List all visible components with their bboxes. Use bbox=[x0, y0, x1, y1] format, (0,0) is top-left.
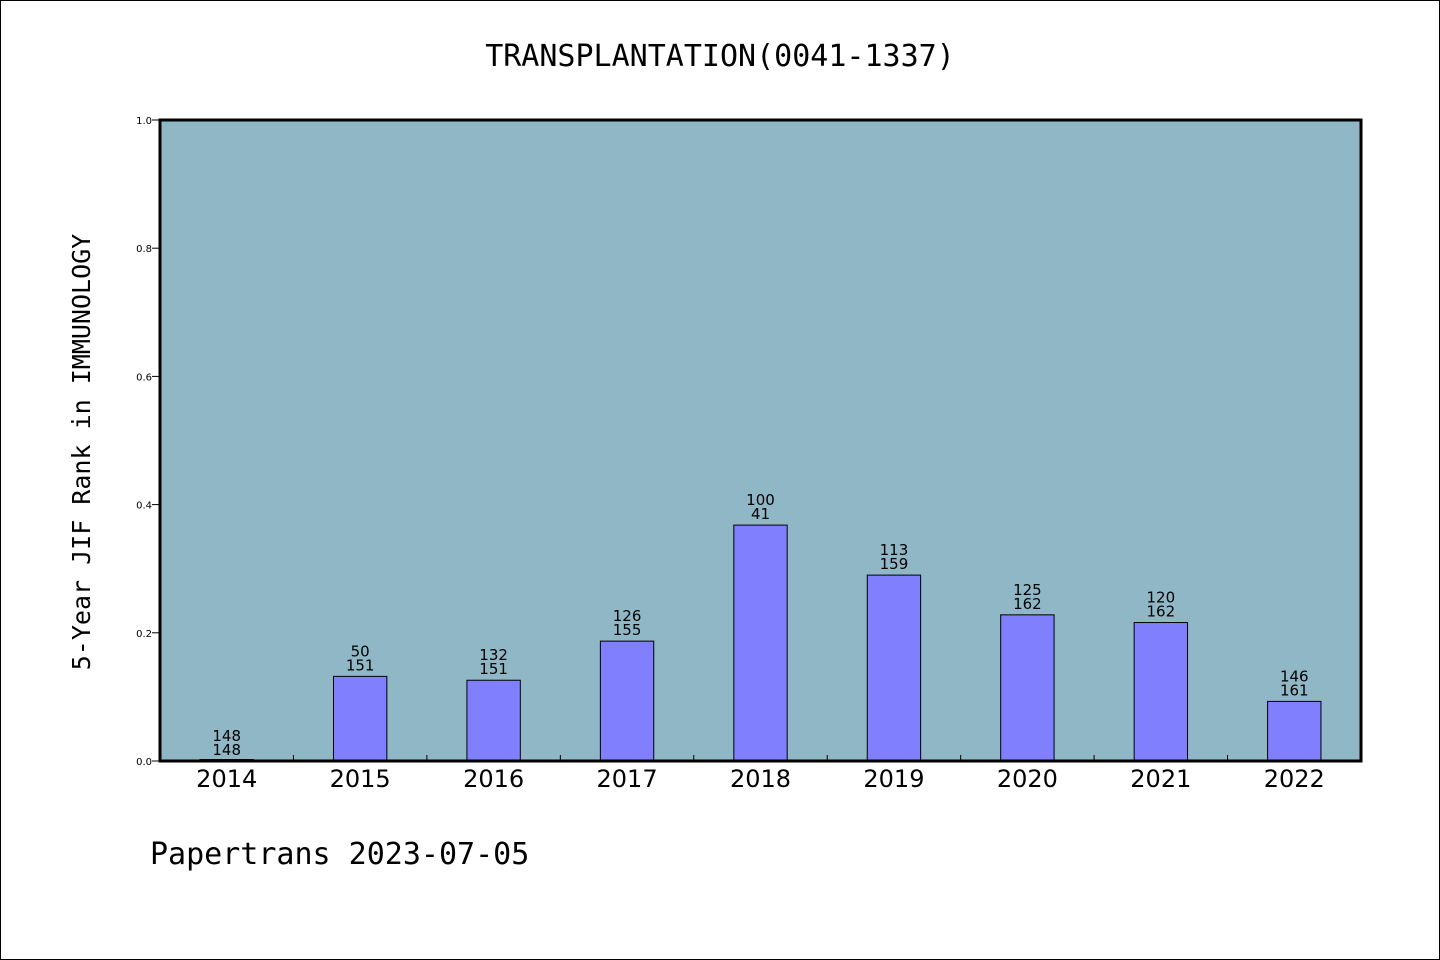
data-label-top: 132 bbox=[479, 646, 508, 664]
data-label-bottom: 162 bbox=[1013, 595, 1042, 613]
x-tick-label: 2020 bbox=[997, 765, 1058, 793]
bar-2016 bbox=[466, 679, 521, 762]
x-tick-label: 2018 bbox=[730, 765, 791, 793]
bar-2017 bbox=[599, 640, 655, 762]
bar-2019 bbox=[866, 574, 922, 762]
y-tick-label: 0.8 bbox=[136, 244, 152, 255]
data-label-bottom: 159 bbox=[880, 555, 909, 573]
y-axis: 0.0 0.2 0.4 0.6 0.8 1.0 bbox=[136, 116, 160, 768]
footer-text: Papertrans 2023-07-05 bbox=[150, 837, 529, 872]
data-label-top: 146 bbox=[1280, 667, 1309, 685]
x-tick-label: 2017 bbox=[597, 765, 658, 793]
data-label-top: 125 bbox=[1013, 581, 1042, 599]
data-label-bottom: 161 bbox=[1280, 681, 1309, 699]
y-tick-label: 1.0 bbox=[136, 116, 152, 127]
data-label-bottom: 155 bbox=[613, 621, 642, 639]
data-labels: 1481481515015113215512641100159113162125… bbox=[212, 491, 1308, 759]
data-label-top: 113 bbox=[880, 541, 909, 559]
bar-2018 bbox=[733, 524, 788, 762]
x-tick-label: 2016 bbox=[463, 765, 524, 793]
data-label-top: 50 bbox=[351, 642, 370, 660]
x-axis: 2014 2015 2016 2017 2018 2019 2020 2021 2022 bbox=[196, 755, 1325, 793]
data-label-top: 126 bbox=[613, 607, 642, 625]
data-label-bottom: 41 bbox=[751, 505, 770, 523]
x-tick-label: 2021 bbox=[1130, 765, 1191, 793]
data-label-bottom: 162 bbox=[1147, 603, 1176, 621]
bar-2022 bbox=[1267, 700, 1322, 762]
data-label-bottom: 151 bbox=[479, 660, 508, 678]
data-label-top: 100 bbox=[746, 491, 775, 509]
bar-2020 bbox=[1000, 614, 1055, 762]
data-label-bottom: 151 bbox=[346, 656, 375, 674]
data-label-top: 120 bbox=[1147, 589, 1176, 607]
y-tick-label: 0.2 bbox=[136, 629, 152, 640]
bar-2015 bbox=[332, 675, 388, 762]
plot-border bbox=[158, 118, 1363, 763]
x-tick-label: 2019 bbox=[863, 765, 924, 793]
y-tick-label: 0.4 bbox=[136, 501, 152, 512]
data-label-bottom: 148 bbox=[212, 741, 241, 759]
x-tick-label: 2015 bbox=[330, 765, 391, 793]
x-tick-label: 2014 bbox=[196, 765, 257, 793]
x-tick-label: 2022 bbox=[1264, 765, 1325, 793]
chart-title: TRANSPLANTATION(0041-1337) bbox=[485, 39, 955, 74]
bar-2021 bbox=[1133, 622, 1189, 762]
y-axis-label: 5-Year JIF Rank in IMMUNOLOGY bbox=[67, 234, 96, 671]
data-label-top: 148 bbox=[212, 727, 241, 745]
y-tick-label: 0.6 bbox=[136, 372, 152, 383]
bars bbox=[199, 524, 1322, 762]
y-tick-label: 0.0 bbox=[136, 757, 152, 768]
